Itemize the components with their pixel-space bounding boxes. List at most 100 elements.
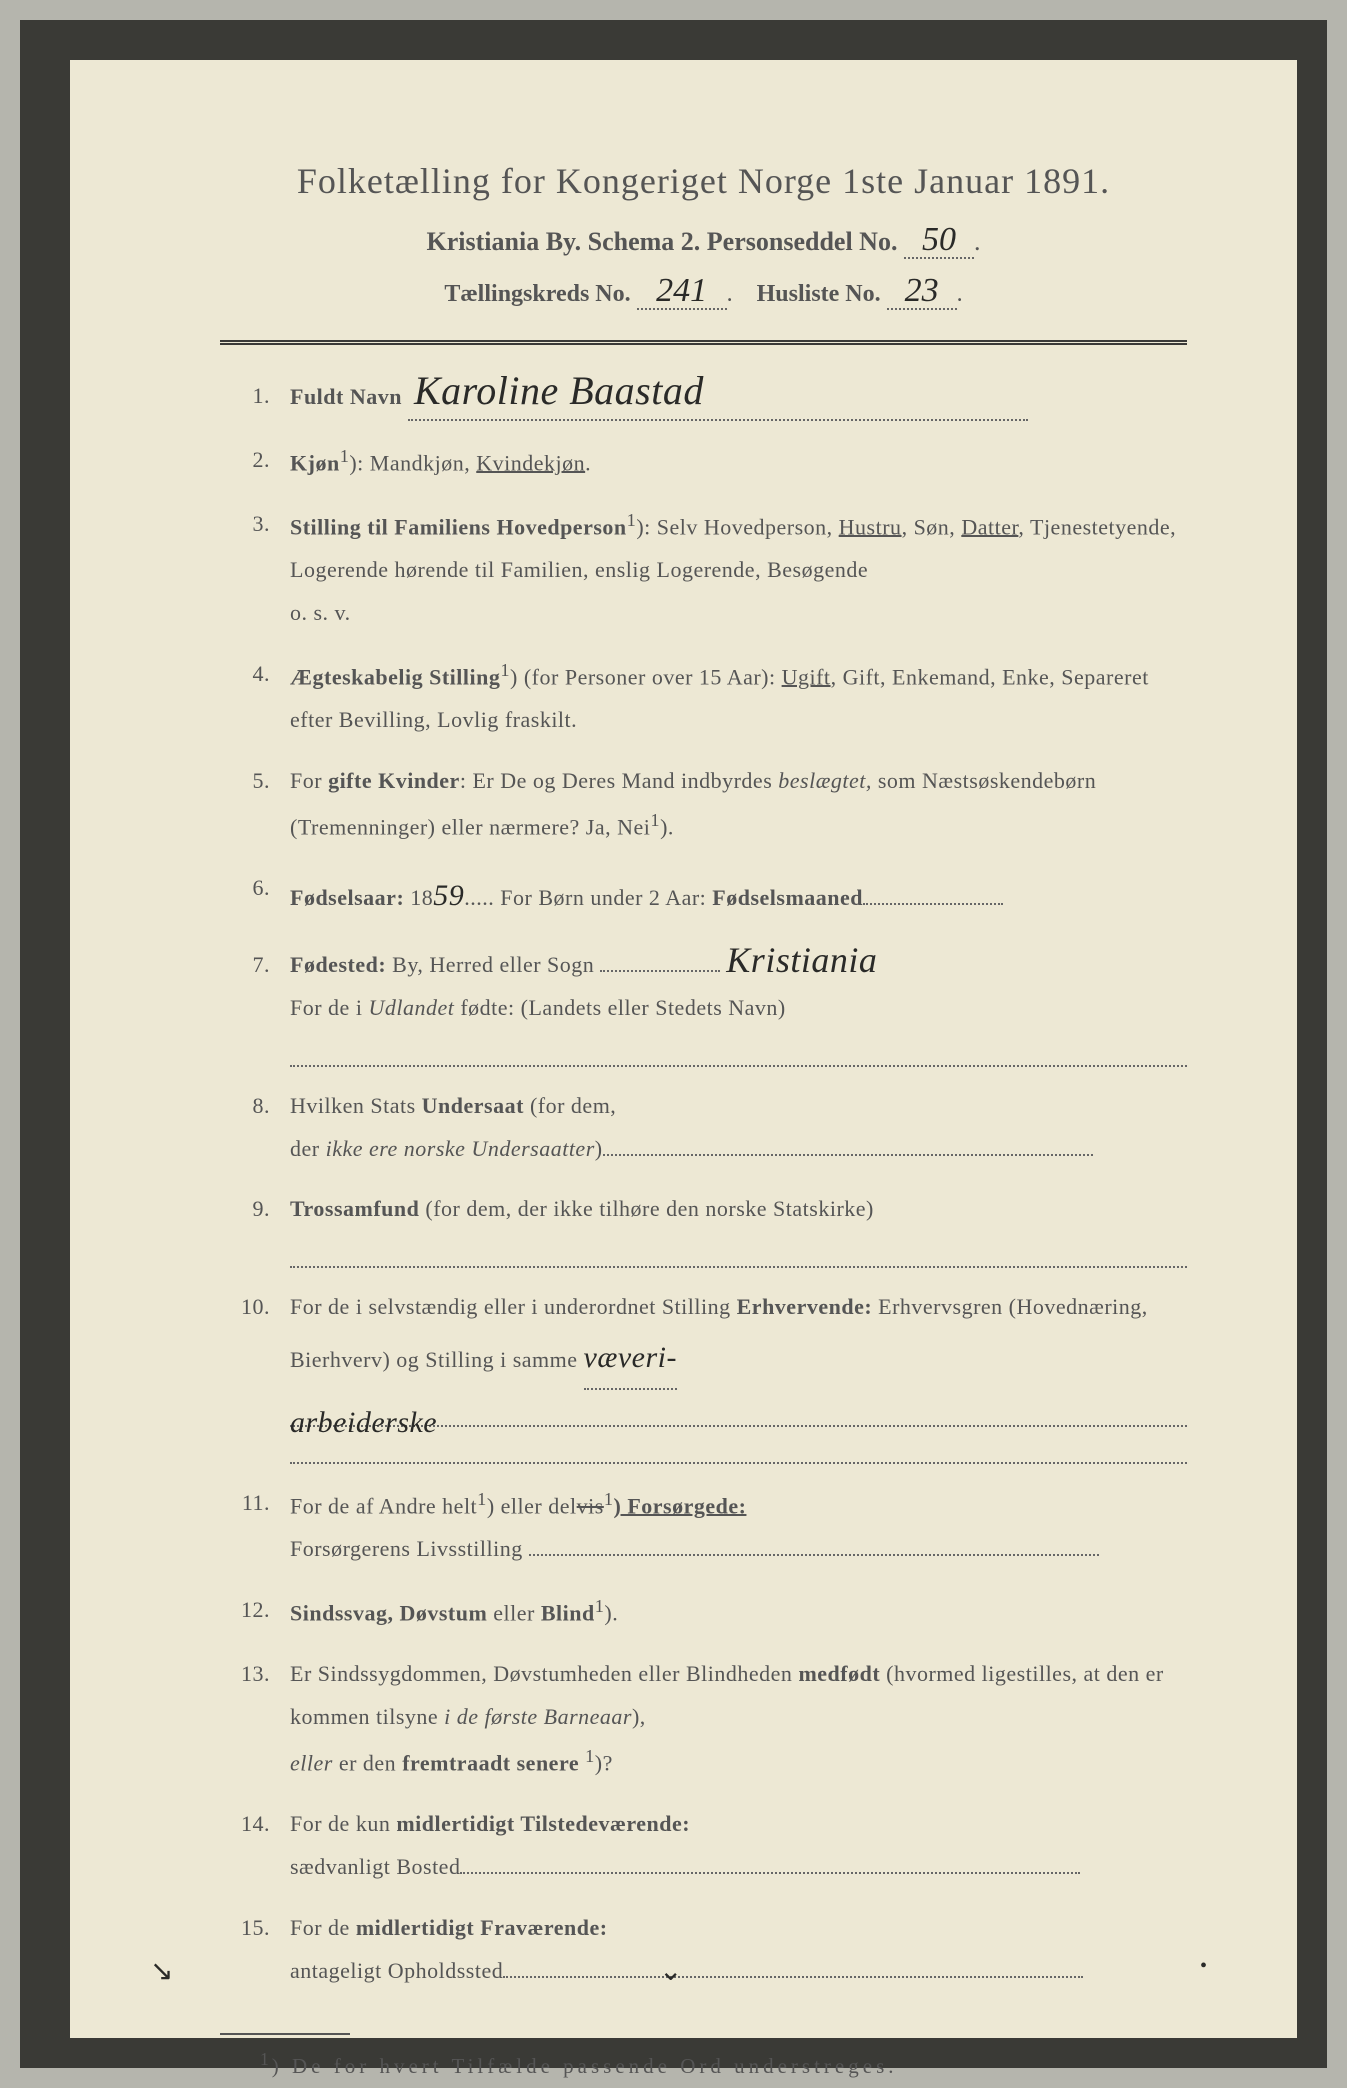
footnote-text: ) De for hvert Tilfælde passende Ord und…	[272, 2054, 898, 2078]
likely-residence-field	[503, 1976, 1083, 1978]
item-14: 14. For de kun midlertidigt Tilstedevære…	[230, 1803, 1187, 1889]
form-items: 1. Fuldt Navn Karoline Baastad 2. Kjøn1)…	[220, 375, 1187, 1993]
footnote-ref: 1	[595, 1596, 605, 1616]
line2-rest: fødte: (Landets eller Stedets Navn)	[454, 995, 785, 1020]
label2: Blind	[541, 1600, 595, 1625]
usual-residence-field	[460, 1872, 1080, 1874]
item-number: 10.	[230, 1286, 290, 1463]
item-4: 4. Ægteskabelig Stilling1) (for Personer…	[230, 653, 1187, 742]
line2: sædvanligt Bosted	[290, 1854, 460, 1879]
text-pre: Er Sindssygdommen, Døvstumheden eller Bl…	[290, 1661, 798, 1686]
item-label: midlertidigt Tilstedeværende:	[396, 1811, 690, 1836]
item-number: 12.	[230, 1589, 290, 1635]
item-number: 7.	[230, 944, 290, 1067]
text2: ),	[632, 1704, 646, 1729]
item-number: 1.	[230, 375, 290, 421]
text-pre: For de kun	[290, 1811, 396, 1836]
line2-prefix: For de i	[290, 995, 368, 1020]
document-page: Folketælling for Kongeriget Norge 1ste J…	[70, 60, 1297, 2038]
tail: ).	[604, 1600, 618, 1625]
item-label: Fødselsaar:	[290, 885, 404, 910]
text-pre: For de	[290, 1915, 356, 1940]
item-number: 2.	[230, 439, 290, 485]
full-name: Karoline Baastad	[408, 375, 710, 407]
item-1: 1. Fuldt Navn Karoline Baastad	[230, 375, 1187, 421]
und-label: ) Forsørgede:	[614, 1493, 747, 1518]
text: : Er De og Deres Mand indbyrdes	[460, 768, 778, 793]
item-label: midlertidigt Fraværende:	[356, 1915, 608, 1940]
footnote-rule	[220, 2033, 350, 2035]
undersaat-field	[603, 1154, 1093, 1156]
item-12: 12. Sindssvag, Døvstum eller Blind1).	[230, 1589, 1187, 1635]
item-3: 3. Stilling til Familiens Hovedperson1):…	[230, 503, 1187, 635]
line2: der	[290, 1136, 326, 1161]
item-number: 4.	[230, 653, 290, 742]
footnote: 1) De for hvert Tilfælde passende Ord un…	[220, 2049, 1187, 2079]
husliste-no: 23	[899, 277, 945, 304]
scan-frame: Folketælling for Kongeriget Norge 1ste J…	[20, 20, 1327, 2068]
item-label: medfødt	[798, 1661, 880, 1686]
item-body: Ægteskabelig Stilling1) (for Personer ov…	[290, 653, 1187, 742]
footnote-ref: 1	[477, 1489, 487, 1509]
line3: er den	[333, 1750, 402, 1775]
text: (for dem,	[524, 1093, 616, 1118]
line3-ital: eller	[290, 1750, 333, 1775]
line2-ital: Udlandet	[368, 995, 454, 1020]
blank-line	[290, 1235, 1187, 1268]
text-pre: For de af Andre helt	[290, 1493, 477, 1518]
mid: ) eller del	[487, 1493, 577, 1518]
line2: antageligt Opholdssted	[290, 1958, 503, 1983]
subtitle-text: Kristiania By. Schema 2. Personseddel No…	[427, 227, 898, 256]
husliste-label: Husliste No.	[757, 281, 881, 307]
item-body: Fuldt Navn Karoline Baastad	[290, 375, 1187, 421]
ital: i de første Barneaar	[444, 1704, 632, 1729]
item-body: For gifte Kvinder: Er De og Deres Mand i…	[290, 760, 1187, 849]
osv: o. s. v.	[290, 592, 1187, 635]
subtitle-line-2: Tællingskreds No. 241. Husliste No. 23.	[220, 277, 1187, 310]
occupation-field-part1: væveri-	[584, 1329, 677, 1390]
item-body: Fødselsaar: 1859..... For Børn under 2 A…	[290, 867, 1187, 926]
footnote-ref: 1	[650, 810, 660, 830]
item-number: 9.	[230, 1188, 290, 1268]
item-5: 5. For gifte Kvinder: Er De og Deres Man…	[230, 760, 1187, 849]
item-number: 14.	[230, 1803, 290, 1889]
footnote-ref: 1	[585, 1746, 595, 1766]
underlined-option: Datter	[961, 514, 1018, 539]
footnote-ref: 1	[627, 510, 637, 530]
item-label: Erhvervende:	[737, 1294, 873, 1319]
item-body: Hvilken Stats Undersaat (for dem, der ik…	[290, 1085, 1187, 1171]
birthplace: Kristiania	[720, 946, 883, 975]
kreds-no-field: 241	[637, 277, 727, 310]
item-8: 8. Hvilken Stats Undersaat (for dem, der…	[230, 1085, 1187, 1171]
subtitle-line: Kristiania By. Schema 2. Personseddel No…	[220, 226, 1187, 259]
occupation-hand-2: arbeiderske	[290, 1406, 437, 1439]
divider-rule	[220, 340, 1187, 345]
item-number: 5.	[230, 760, 290, 849]
text-pre: Hvilken Stats	[290, 1093, 422, 1118]
birthplace-field	[600, 970, 720, 972]
strike: vis	[577, 1493, 604, 1518]
text-pre: For de i selvstændig eller i underordnet…	[290, 1294, 737, 1319]
item-2: 2. Kjøn1): Mandkjøn, Kvindekjøn.	[230, 439, 1187, 485]
item-label: Sindssvag, Døvstum	[290, 1600, 487, 1625]
text: By, Herred eller Sogn	[386, 952, 594, 977]
label3: fremtraadt senere	[402, 1750, 579, 1775]
birth-year: 59	[433, 879, 464, 912]
item-label: Undersaat	[422, 1093, 524, 1118]
item-text: ): Mandkjøn,	[349, 450, 476, 475]
item-number: 6.	[230, 867, 290, 926]
item-body: For de i selvstændig eller i underordnet…	[290, 1286, 1187, 1463]
ital: beslægtet,	[778, 768, 872, 793]
item-15: 15. For de midlertidigt Fraværende: anta…	[230, 1907, 1187, 1993]
kreds-no: 241	[650, 277, 713, 304]
footnote-sup: 1	[260, 2049, 272, 2069]
year-prefix: 18	[410, 885, 433, 910]
kreds-label: Tællingskreds No.	[444, 281, 630, 307]
item-9: 9. Trossamfund (for dem, der ikke tilhør…	[230, 1188, 1187, 1268]
item-body: Sindssvag, Døvstum eller Blind1).	[290, 1589, 1187, 1635]
item-number: 3.	[230, 503, 290, 635]
item-body: For de kun midlertidigt Tilstedeværende:…	[290, 1803, 1187, 1889]
item-7: 7. Fødested: By, Herred eller Sogn Krist…	[230, 944, 1187, 1067]
line2-rest: )	[595, 1136, 603, 1161]
line2-ital: ikke ere norske Undersaatter	[326, 1136, 595, 1161]
